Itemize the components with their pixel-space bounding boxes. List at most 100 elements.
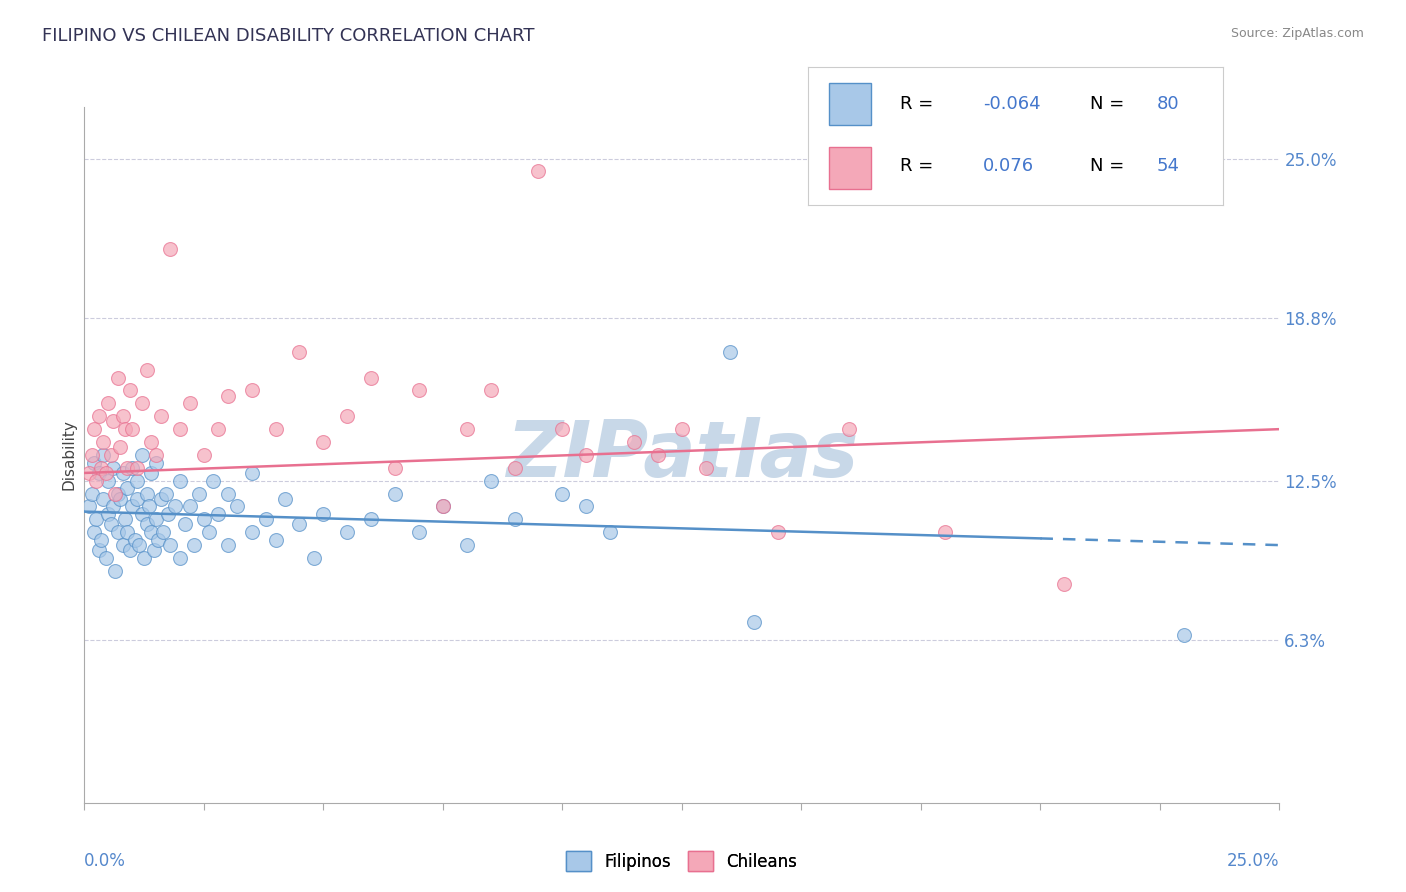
Point: [145, 456, 167, 470]
Point: [131, 396, 153, 410]
Point: [671, 422, 693, 436]
Point: [217, 538, 239, 552]
Point: [118, 384, 141, 398]
Point: [104, 486, 127, 500]
Text: FILIPINO VS CHILEAN DISABILITY CORRELATION CHART: FILIPINO VS CHILEAN DISABILITY CORRELATI…: [42, 27, 534, 45]
Point: [80, 486, 103, 500]
Point: [101, 460, 124, 475]
Point: [148, 533, 170, 547]
Text: ZIPatlas: ZIPatlas: [506, 417, 858, 493]
Point: [83, 422, 105, 436]
Point: [360, 370, 382, 384]
Point: [197, 525, 219, 540]
Point: [456, 538, 478, 552]
Point: [155, 486, 177, 500]
Legend: Filipinos, Chileans: Filipinos, Chileans: [560, 845, 804, 878]
Text: R =: R =: [900, 158, 945, 176]
Point: [77, 500, 100, 514]
Point: [135, 517, 157, 532]
Point: [118, 543, 141, 558]
Point: [117, 482, 139, 496]
Point: [288, 344, 311, 359]
Text: R =: R =: [900, 95, 939, 113]
Point: [145, 512, 167, 526]
Point: [121, 422, 143, 436]
Point: [193, 448, 215, 462]
Point: [131, 507, 153, 521]
Point: [360, 512, 382, 526]
Point: [173, 517, 195, 532]
Text: Source: ZipAtlas.com: Source: ZipAtlas.com: [1230, 27, 1364, 40]
Point: [302, 551, 325, 566]
Point: [141, 466, 163, 480]
Point: [575, 500, 598, 514]
Point: [165, 500, 187, 514]
Point: [125, 474, 148, 488]
Point: [93, 448, 115, 462]
Point: [149, 491, 172, 506]
Point: [264, 422, 287, 436]
Point: [77, 466, 100, 480]
Point: [93, 435, 115, 450]
Point: [217, 486, 239, 500]
Point: [169, 422, 191, 436]
Point: [575, 448, 598, 462]
Point: [188, 486, 211, 500]
Text: 80: 80: [1157, 95, 1180, 113]
Point: [124, 533, 146, 547]
Point: [934, 525, 956, 540]
Point: [121, 460, 143, 475]
Point: [97, 507, 120, 521]
Point: [135, 363, 157, 377]
Point: [110, 491, 132, 506]
Point: [432, 500, 454, 514]
Point: [145, 448, 167, 462]
Point: [503, 460, 526, 475]
Point: [336, 525, 359, 540]
Point: [336, 409, 359, 424]
Point: [183, 538, 205, 552]
Text: 25.0%: 25.0%: [1227, 852, 1279, 870]
Point: [90, 460, 112, 475]
Text: -0.064: -0.064: [983, 95, 1040, 113]
Point: [503, 512, 526, 526]
Point: [83, 525, 105, 540]
Point: [107, 370, 129, 384]
Y-axis label: Disability: Disability: [60, 419, 76, 491]
Point: [312, 507, 335, 521]
Point: [408, 384, 430, 398]
Point: [288, 517, 311, 532]
Point: [647, 448, 669, 462]
Point: [135, 486, 157, 500]
Point: [83, 456, 105, 470]
Point: [479, 384, 502, 398]
Point: [1173, 628, 1195, 642]
Point: [125, 491, 148, 506]
Point: [138, 500, 160, 514]
Point: [117, 525, 139, 540]
Point: [479, 474, 502, 488]
Point: [1053, 576, 1076, 591]
Text: 0.0%: 0.0%: [84, 852, 127, 870]
Point: [551, 486, 574, 500]
Text: N =: N =: [1091, 158, 1130, 176]
Point: [179, 500, 201, 514]
Point: [100, 517, 122, 532]
Point: [456, 422, 478, 436]
Point: [527, 164, 550, 178]
Point: [274, 491, 297, 506]
Point: [207, 507, 229, 521]
Point: [84, 512, 107, 526]
Point: [128, 538, 150, 552]
Point: [101, 500, 124, 514]
Text: 0.076: 0.076: [983, 158, 1033, 176]
Point: [141, 435, 163, 450]
Point: [111, 538, 134, 552]
FancyBboxPatch shape: [830, 84, 870, 125]
Point: [80, 448, 103, 462]
Point: [114, 422, 136, 436]
Point: [312, 435, 335, 450]
Point: [121, 500, 143, 514]
Point: [226, 500, 249, 514]
Text: N =: N =: [1091, 95, 1130, 113]
